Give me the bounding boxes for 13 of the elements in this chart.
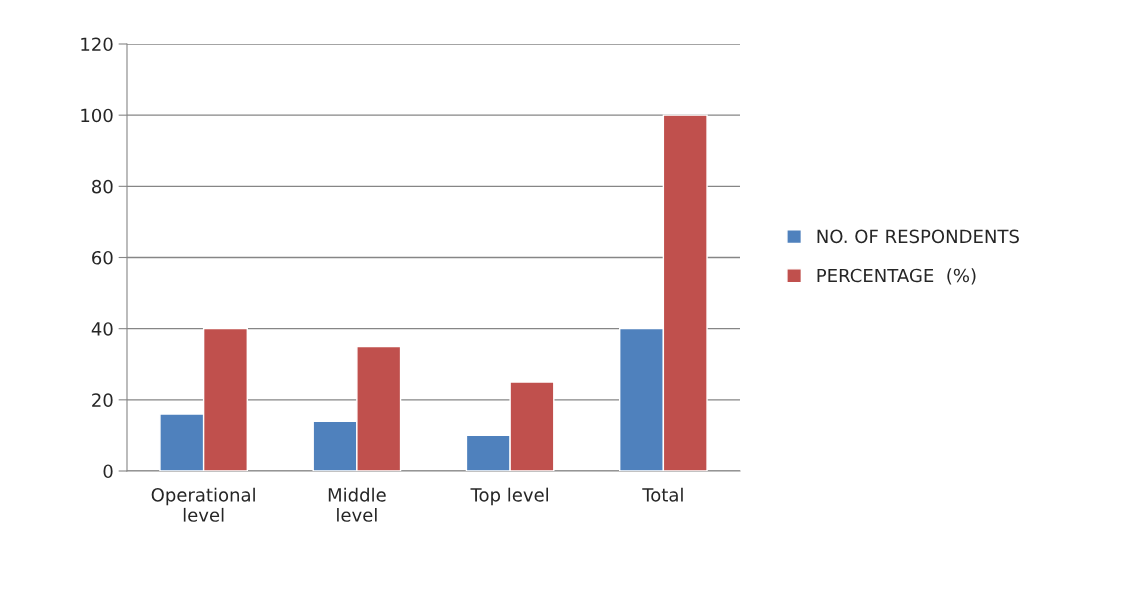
- y-tick-label: 100: [81, 108, 113, 123]
- y-tick-label: 60: [92, 250, 113, 265]
- legend-label: PERCENTAGE (%): [817, 268, 976, 285]
- y-tick-label: 120: [81, 37, 113, 52]
- x-tick-label: Middle level: [328, 487, 386, 522]
- y-tick-label: 20: [92, 393, 113, 407]
- x-tick-label: Operational level: [151, 487, 255, 522]
- legend-label: NO. OF RESPONDENTS: [817, 229, 1019, 244]
- y-tick-label: 0: [103, 464, 113, 479]
- x-tick-label: Top level: [470, 487, 548, 506]
- x-tick-label: Total: [642, 487, 683, 502]
- y-tick-label: 40: [91, 322, 113, 336]
- y-tick-label: 80: [92, 179, 113, 194]
